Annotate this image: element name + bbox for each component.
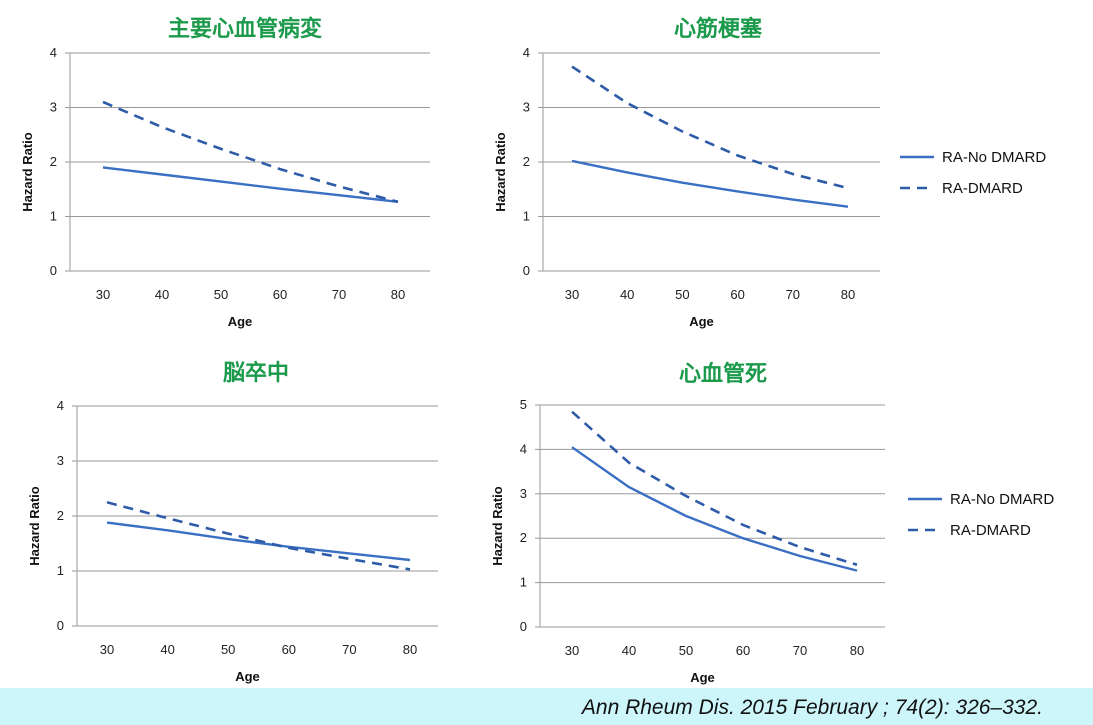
chart-panel-4: 心血管死 0 1 2 3 4 5 30 40 50 60 70 80 Age Hazard Ratio RA-… xyxy=(490,361,1054,685)
x-tick-label: 50 xyxy=(679,643,693,658)
x-tick-label: 40 xyxy=(620,287,634,302)
y-tick-label: 4 xyxy=(57,398,64,413)
series-line-ra-dmard xyxy=(106,501,411,571)
legend-label: RA-No DMARD xyxy=(942,149,1046,166)
x-tick-label: 30 xyxy=(565,287,579,302)
x-tick-label: 70 xyxy=(793,643,807,658)
y-axis-title: Hazard Ratio xyxy=(20,132,35,212)
x-tick-label: 70 xyxy=(332,287,346,302)
y-tick-label: 0 xyxy=(57,618,64,633)
legend: RA-No DMARD RA-DMARD xyxy=(900,149,1046,197)
x-axis-title: Age xyxy=(228,314,253,329)
series-line-ra-dmard xyxy=(102,100,399,204)
x-tick-label: 50 xyxy=(675,287,689,302)
y-tick-label: 1 xyxy=(50,209,57,224)
x-tick-label: 60 xyxy=(282,642,296,657)
y-tick-label: 5 xyxy=(520,397,527,412)
x-tick-label: 70 xyxy=(786,287,800,302)
x-tick-label: 50 xyxy=(214,287,228,302)
x-tick-label: 40 xyxy=(155,287,169,302)
series-line-ra-no-dmard xyxy=(106,521,411,562)
series-line-ra-dmard xyxy=(571,65,849,190)
citation-text: Ann Rheum Dis. 2015 February ; 74(2): 32… xyxy=(581,696,1043,719)
y-tick-label: 0 xyxy=(520,619,527,634)
x-tick-label: 50 xyxy=(221,642,235,657)
legend-label: RA-DMARD xyxy=(950,522,1031,539)
chart-panel-3: 脳卒中 0 1 2 3 4 30 40 50 60 70 80 Age Hazard Ratio xyxy=(27,360,438,684)
y-tick-label: 0 xyxy=(50,263,57,278)
legend-label: RA-DMARD xyxy=(942,180,1023,197)
x-tick-label: 60 xyxy=(736,643,750,658)
y-tick-label: 4 xyxy=(523,45,530,60)
y-tick-label: 3 xyxy=(57,453,64,468)
y-tick-label: 2 xyxy=(57,508,64,523)
x-tick-label: 60 xyxy=(273,287,287,302)
x-tick-label: 70 xyxy=(342,642,356,657)
x-tick-label: 80 xyxy=(841,287,855,302)
x-axis-title: Age xyxy=(690,670,715,685)
series-line-ra-no-dmard xyxy=(102,166,399,203)
x-axis-title: Age xyxy=(689,314,714,329)
series-line-ra-no-dmard xyxy=(571,446,858,572)
x-axis-title: Age xyxy=(235,669,260,684)
x-tick-label: 30 xyxy=(565,643,579,658)
y-axis-title: Hazard Ratio xyxy=(490,486,505,566)
y-tick-label: 1 xyxy=(520,575,527,590)
series-line-ra-no-dmard xyxy=(571,159,849,208)
y-tick-label: 3 xyxy=(523,100,530,115)
y-tick-label: 1 xyxy=(523,209,530,224)
chart-panel-2: 心筋梗塞 0 1 2 3 4 30 40 50 60 70 80 Age Hazard Ratio RA-N… xyxy=(493,16,1046,329)
y-tick-label: 2 xyxy=(523,154,530,169)
chart-title: 心血管死 xyxy=(679,361,767,387)
chart-title: 主要心血管病変 xyxy=(168,16,322,42)
y-axis-title: Hazard Ratio xyxy=(27,486,42,566)
x-tick-label: 30 xyxy=(100,642,114,657)
y-tick-label: 1 xyxy=(57,563,64,578)
chart-panel-1: 主要心血管病変 0 1 2 3 4 30 40 50 60 70 80 Age Hazard Ratio xyxy=(20,16,430,329)
x-tick-label: 80 xyxy=(391,287,405,302)
x-tick-label: 60 xyxy=(730,287,744,302)
series-line-ra-dmard xyxy=(571,410,858,567)
chart-title: 脳卒中 xyxy=(223,360,289,386)
citation-bar: Ann Rheum Dis. 2015 February ; 74(2): 32… xyxy=(0,688,1093,725)
y-tick-label: 2 xyxy=(520,530,527,545)
y-tick-label: 2 xyxy=(50,154,57,169)
y-tick-label: 3 xyxy=(50,100,57,115)
y-axis-title: Hazard Ratio xyxy=(493,132,508,212)
x-tick-label: 30 xyxy=(96,287,110,302)
legend: RA-No DMARD RA-DMARD xyxy=(908,491,1054,539)
y-tick-label: 4 xyxy=(50,45,57,60)
y-tick-label: 0 xyxy=(523,263,530,278)
x-tick-label: 80 xyxy=(403,642,417,657)
x-tick-label: 40 xyxy=(622,643,636,658)
y-tick-label: 3 xyxy=(520,486,527,501)
legend-label: RA-No DMARD xyxy=(950,491,1054,508)
x-tick-label: 40 xyxy=(160,642,174,657)
y-tick-label: 4 xyxy=(520,441,527,456)
chart-title: 心筋梗塞 xyxy=(674,16,763,42)
x-tick-label: 80 xyxy=(850,643,864,658)
